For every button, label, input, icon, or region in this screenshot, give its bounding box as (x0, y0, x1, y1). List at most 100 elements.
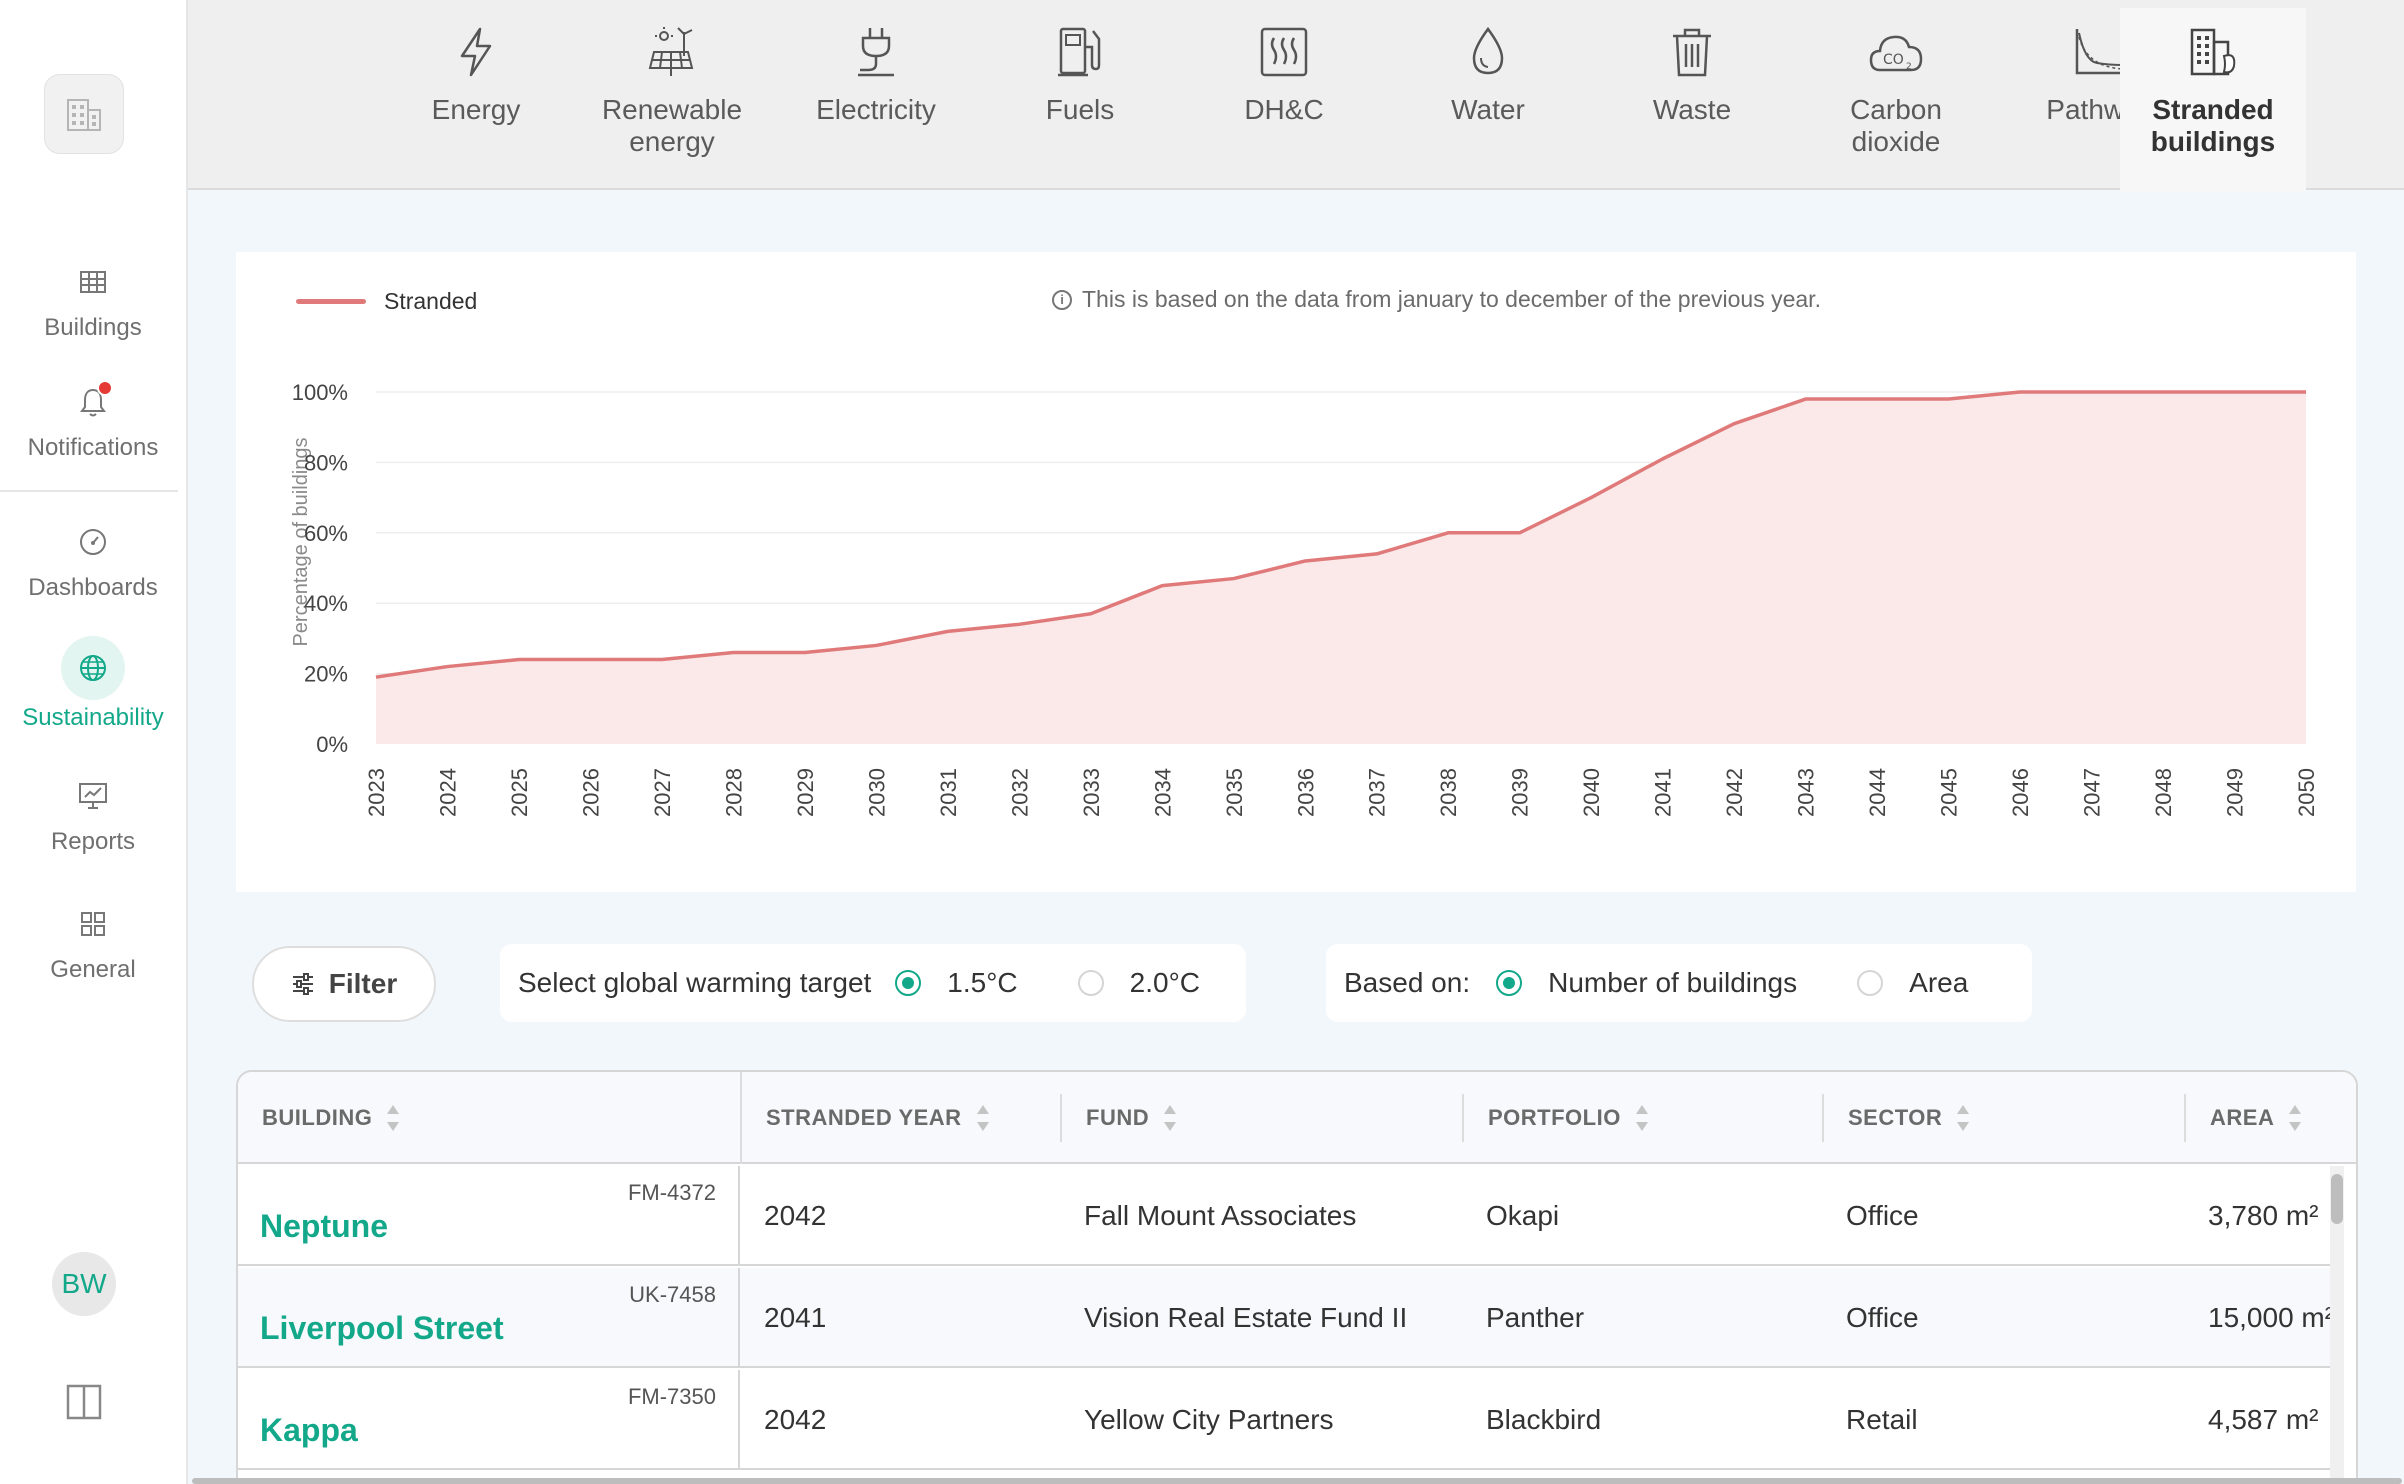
stranded-year-cell: 2042 (764, 1404, 827, 1435)
based-option-label: Area (1909, 967, 1969, 998)
tab-stranded-buildings[interactable]: Stranded buildings (2120, 8, 2306, 192)
panel-toggle-button[interactable] (66, 1384, 102, 1425)
y-tick-label: 40% (304, 591, 348, 616)
tab-renewable-energy[interactable]: Renewable energy (580, 8, 764, 188)
legend-swatch (296, 299, 366, 304)
tab-electricity[interactable]: Electricity (784, 8, 968, 188)
sidebar-item-label: Sustainability (22, 704, 164, 731)
tab-water[interactable]: Water (1396, 8, 1580, 188)
building-cell: FM-7350 Kappa (238, 1370, 740, 1470)
x-tick-label: 2025 (507, 768, 532, 817)
sidebar-item-dashboards[interactable]: Dashboards (0, 518, 186, 602)
sidebar-item-sustainability[interactable]: Sustainability (0, 636, 186, 732)
svg-text:2: 2 (1906, 62, 1912, 72)
sector-cell: Office (1846, 1200, 1919, 1231)
sort-icon[interactable] (1635, 1103, 1649, 1133)
warming-option-label: 2.0°C (1129, 967, 1200, 998)
tab-carbon-dioxide[interactable]: CO 2 Carbon dioxide (1804, 8, 1988, 188)
tab-label: Renewable energy (601, 94, 743, 157)
sort-icon[interactable] (2288, 1103, 2302, 1133)
x-tick-label: 2028 (721, 768, 746, 817)
radio-selected[interactable] (1496, 970, 1523, 996)
sidebar-item-label: Notifications (27, 434, 159, 461)
sort-icon[interactable] (976, 1103, 990, 1133)
company-logo[interactable] (44, 74, 124, 154)
stranded-area-chart: 0% 20% 40% 60% 80% 100% 2023 2024 2025 2026 2027 20… (292, 380, 2319, 817)
scrollbar-thumb[interactable] (2331, 1174, 2343, 1224)
stranded-buildings-icon (2190, 28, 2236, 76)
tab-energy[interactable]: Energy (384, 8, 568, 188)
co2-cloud-icon: CO 2 (1869, 35, 1923, 72)
fuel-pump-icon (1058, 27, 1101, 77)
legend-label: Stranded (384, 288, 478, 314)
solar-panel-icon (648, 27, 694, 76)
based-on-label: Based on: (1344, 967, 1471, 998)
page-horizontal-scrollbar[interactable] (192, 1478, 2402, 1484)
column-header-building[interactable]: BUILDING (238, 1072, 400, 1164)
building-logo-icon (67, 99, 101, 131)
filter-button[interactable]: Filter (252, 946, 436, 1022)
plug-icon (858, 28, 894, 77)
tab-fuels[interactable]: Fuels (988, 8, 1172, 188)
x-tick-label: 2027 (650, 768, 675, 817)
filter-label: Filter (328, 968, 398, 999)
sidebar-item-label: General (50, 956, 136, 983)
sort-icon[interactable] (1163, 1103, 1177, 1133)
column-header-label: SECTOR (1848, 1105, 1943, 1130)
user-avatar[interactable]: BW (52, 1252, 116, 1316)
building-name-link[interactable]: Liverpool Street (260, 1310, 504, 1346)
sidebar-item-reports[interactable]: Reports (0, 772, 186, 856)
area-cell: 4,587 m² (2208, 1404, 2319, 1435)
sort-icon[interactable] (386, 1103, 400, 1133)
x-tick-label: 2047 (2080, 768, 2105, 817)
gauge-icon (80, 529, 106, 555)
sidebar-item-notifications[interactable]: Notifications (0, 378, 186, 462)
x-tick-label: 2046 (2008, 768, 2033, 817)
based-option-number-of-buildings[interactable]: Number of buildings (1496, 967, 1797, 999)
pathway-icon (2075, 29, 2125, 75)
column-header-portfolio[interactable]: PORTFOLIO (1464, 1072, 1649, 1164)
x-tick-label: 2026 (578, 768, 603, 817)
trash-icon (1673, 28, 1711, 77)
column-header-fund[interactable]: FUND (1062, 1072, 1177, 1164)
sidebar-item-buildings[interactable]: Buildings (0, 258, 186, 342)
warming-option-1-5[interactable]: 1.5°C (895, 967, 1018, 999)
column-divider (1060, 1094, 1062, 1142)
sort-icon[interactable] (1956, 1103, 1970, 1133)
column-header-sector[interactable]: SECTOR (1824, 1072, 1970, 1164)
sector-cell: Office (1846, 1302, 1919, 1333)
table-vertical-scrollbar[interactable] (2330, 1166, 2344, 1482)
sidebar-item-general[interactable]: General (0, 900, 186, 984)
based-option-label: Number of buildings (1548, 967, 1798, 998)
based-option-area[interactable]: Area (1857, 967, 1968, 999)
x-tick-label: 2031 (936, 768, 961, 817)
x-tick-label: 2032 (1007, 768, 1032, 817)
table-row[interactable]: FM-7350 Kappa 2042 Yellow City Partners … (238, 1370, 2332, 1470)
tab-dhc[interactable]: DH&C (1192, 8, 1376, 188)
building-name-link[interactable]: Neptune (260, 1208, 388, 1244)
portfolio-cell: Okapi (1486, 1200, 1560, 1231)
building-code: UK-7458 (629, 1282, 716, 1307)
column-header-stranded-year[interactable]: STRANDED YEAR (742, 1072, 990, 1164)
warming-option-2-0[interactable]: 2.0°C (1077, 967, 1200, 999)
x-tick-label: 2041 (1651, 768, 1676, 817)
tab-waste[interactable]: Waste (1600, 8, 1784, 188)
radio-selected[interactable] (895, 970, 922, 996)
table-row[interactable]: FM-4372 Neptune 2042 Fall Mount Associat… (238, 1166, 2332, 1266)
sidebar-panel-icon (66, 1384, 102, 1420)
warming-target-selector: Select global warming target 1.5°C 2.0°C (500, 944, 1246, 1022)
stranded-chart-card: Stranded i This is based on the data fro… (236, 252, 2356, 892)
x-tick-label: 2029 (793, 768, 818, 817)
radio-unselected[interactable] (1857, 970, 1884, 996)
sidebar-item-label: Reports (50, 828, 136, 855)
table-row[interactable]: UK-7458 Liverpool Street 2041 Vision Rea… (238, 1268, 2332, 1368)
radio-unselected[interactable] (1077, 970, 1104, 996)
column-header-area[interactable]: AREA (2186, 1072, 2302, 1164)
heat-icon (1260, 27, 1308, 77)
x-tick-label: 2042 (1722, 768, 1747, 817)
stranded-year-cell: 2041 (764, 1302, 827, 1333)
grid-icon (81, 912, 105, 936)
building-name-link[interactable]: Kappa (260, 1412, 358, 1448)
fund-cell: Vision Real Estate Fund II (1084, 1302, 1408, 1333)
sliders-icon (292, 973, 313, 995)
